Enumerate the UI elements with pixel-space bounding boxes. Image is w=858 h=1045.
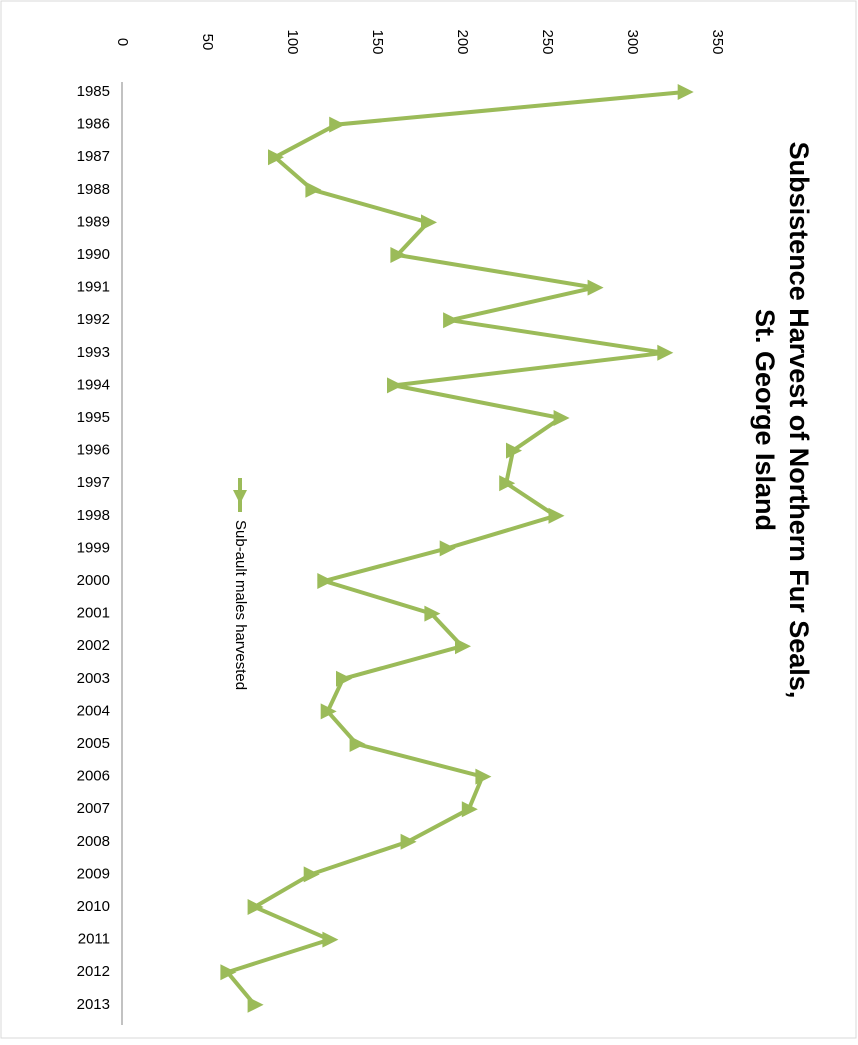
chart-title-line: Subsistence Harvest of Northern Fur Seal… <box>784 142 814 699</box>
category-tick-label: 1999 <box>77 539 110 556</box>
category-tick-label: 1998 <box>77 507 110 524</box>
data-point-marker <box>455 638 471 655</box>
value-tick-label: 100 <box>284 29 301 54</box>
category-tick-label: 2007 <box>77 800 110 817</box>
data-point-marker <box>677 84 694 100</box>
value-tick-label: 150 <box>369 29 386 54</box>
data-point-marker <box>506 442 522 459</box>
category-tick-label: 2002 <box>77 637 110 654</box>
data-point-marker <box>499 475 516 492</box>
data-point-marker <box>587 279 604 296</box>
category-tick-label: 1985 <box>77 83 110 100</box>
data-point-marker <box>320 703 337 720</box>
category-tick-label: 1988 <box>77 181 110 198</box>
category-tick-label: 1994 <box>77 376 110 393</box>
data-point-marker <box>268 149 284 166</box>
value-tick-label: 300 <box>624 29 641 54</box>
data-point-marker <box>424 605 441 622</box>
category-tick-label: 2009 <box>77 865 110 882</box>
data-point-marker <box>317 573 334 589</box>
category-tick-label: 2011 <box>78 931 110 948</box>
category-tick-label: 1991 <box>77 279 110 296</box>
series-layer <box>220 84 694 1013</box>
category-axis-ticks: 1985 1986 1987 1988 1989 1990 1991 1992 1993 1994… <box>77 83 110 1013</box>
category-tick-label: 2006 <box>77 768 110 785</box>
chart-title-line: St. George Island <box>750 309 780 531</box>
data-point-marker <box>305 181 322 198</box>
category-tick-label: 2000 <box>77 572 110 589</box>
data-point-marker <box>336 670 352 687</box>
data-point-marker <box>349 736 366 752</box>
category-tick-label: 1987 <box>77 148 110 165</box>
category-tick-label: 2005 <box>77 735 110 752</box>
data-point-marker <box>475 768 492 785</box>
data-point-marker <box>247 899 264 915</box>
data-point-marker <box>220 964 237 981</box>
category-tick-label: 2013 <box>77 996 110 1013</box>
data-point-marker <box>443 312 460 329</box>
data-point-marker <box>390 247 407 263</box>
value-axis-ticks: 0 50 100 150 200 250 300 350 <box>114 29 726 54</box>
category-tick-label: 1986 <box>77 116 110 133</box>
data-point-marker <box>548 507 565 524</box>
category-tick-label: 1995 <box>77 409 110 426</box>
category-tick-label: 2004 <box>77 702 110 719</box>
value-tick-label: 250 <box>539 29 556 54</box>
value-tick-label: 50 <box>199 34 216 51</box>
category-tick-label: 2008 <box>77 833 110 850</box>
legend-swatch-marker <box>233 490 247 504</box>
value-tick-label: 200 <box>454 29 471 54</box>
data-point-marker <box>439 540 456 557</box>
category-tick-label: 2012 <box>77 963 110 980</box>
category-tick-label: 1996 <box>77 442 110 459</box>
category-tick-label: 2001 <box>77 605 110 622</box>
category-tick-label: 1992 <box>77 311 110 328</box>
data-point-marker <box>329 116 346 133</box>
value-tick-label: 0 <box>114 38 131 46</box>
legend-label: Sub-ault males harvested <box>232 520 249 690</box>
data-point-marker <box>387 377 403 394</box>
category-tick-label: 2003 <box>77 670 110 687</box>
category-tick-label: 1993 <box>77 344 110 361</box>
data-point-marker <box>322 931 339 948</box>
legend: Sub-ault males harvested <box>232 478 249 690</box>
category-tick-label: 1989 <box>77 213 110 230</box>
category-tick-label: 2010 <box>77 898 110 915</box>
category-tick-label: 1997 <box>77 474 110 491</box>
value-tick-label: 350 <box>709 29 726 54</box>
data-point-marker <box>657 344 674 361</box>
data-point-marker <box>247 996 264 1013</box>
data-point-marker <box>421 214 437 231</box>
chart-title: Subsistence Harvest of Northern Fur Seal… <box>750 142 814 699</box>
data-point-marker <box>461 801 478 818</box>
data-point-marker <box>400 833 417 850</box>
data-point-marker <box>553 410 570 426</box>
chart-title-text: Subsistence Harvest of Northern Fur Seal… <box>750 142 814 699</box>
category-tick-label: 1990 <box>77 246 110 263</box>
data-point-marker <box>303 866 320 883</box>
